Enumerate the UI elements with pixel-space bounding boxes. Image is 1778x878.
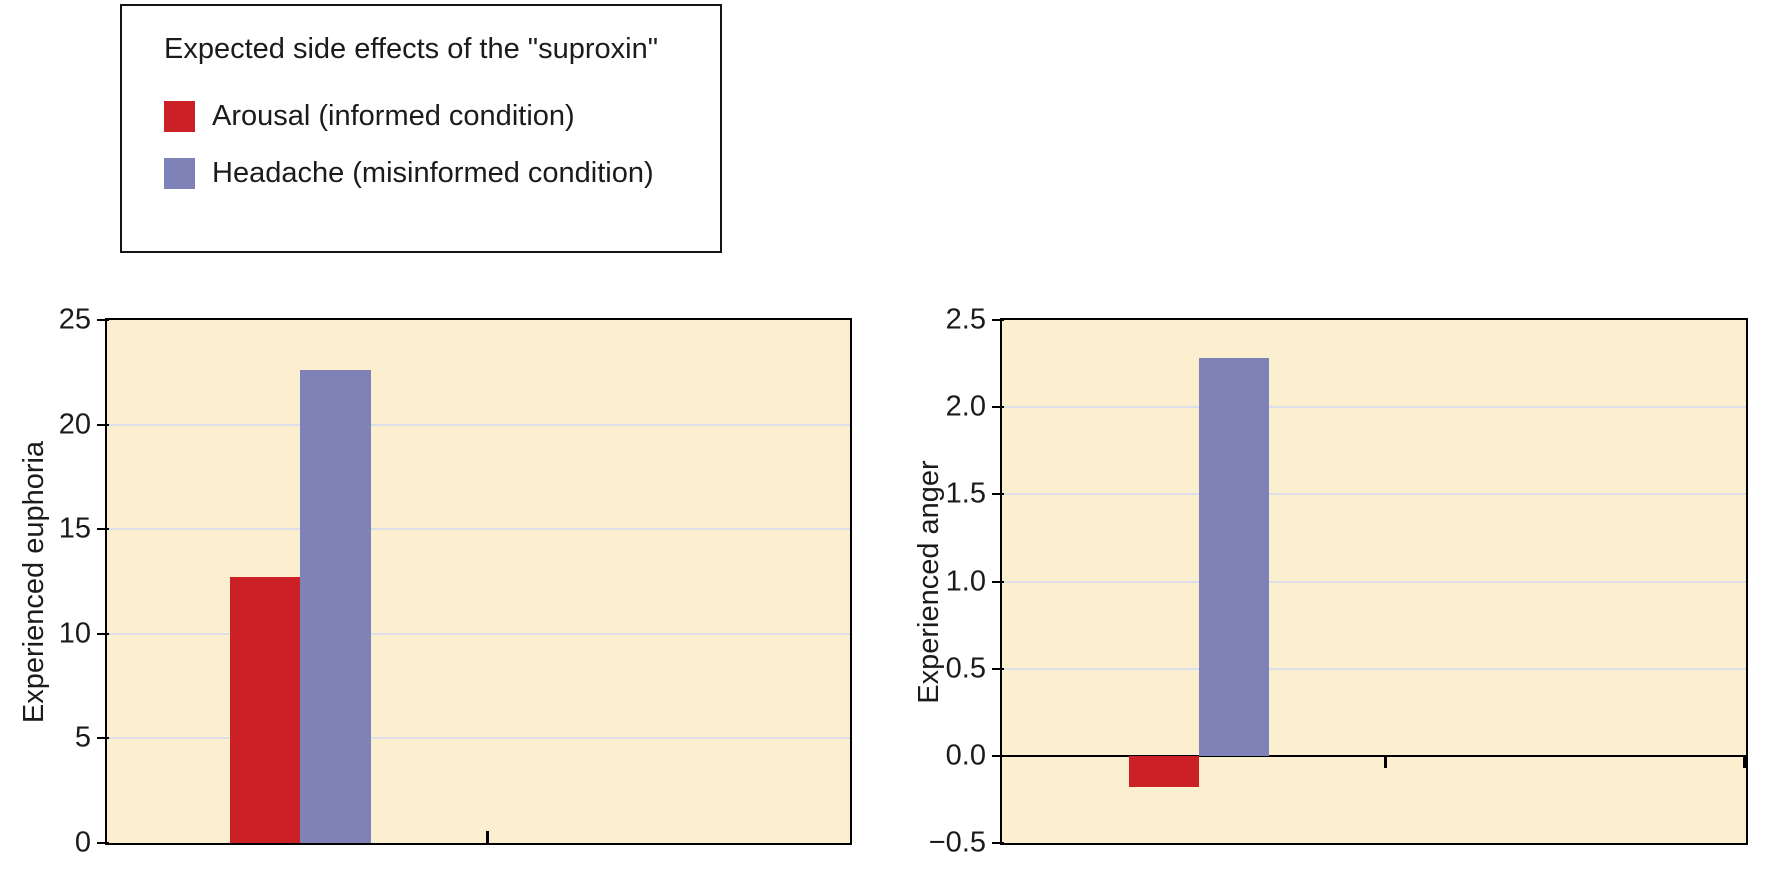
y-tick-label: −0.5: [928, 826, 986, 859]
x-axis-tick: [1743, 755, 1746, 768]
y-tick-label: 1.0: [945, 565, 986, 597]
euphoria-plot-area: Experienced euphoria 0 5 10 15 20 25: [18, 304, 852, 859]
legend-color-swatch: [164, 158, 195, 189]
gridline: [107, 737, 850, 740]
gridline: [1002, 493, 1746, 496]
y-axis-tick: [992, 319, 1004, 321]
y-axis-tick: [97, 528, 109, 531]
chart-experienced-euphoria: Experienced euphoria 0 5 10 15 20 25: [0, 304, 860, 859]
y-tick-label: 2.5: [945, 303, 986, 336]
y-tick-label: 10: [58, 617, 91, 650]
y-tick-label: 2.0: [945, 390, 986, 423]
y-tick-label: 0.5: [945, 652, 986, 685]
gridline: [107, 528, 850, 531]
y-axis-tick: [97, 423, 109, 426]
gridline: [1002, 580, 1746, 583]
y-axis-tick: [992, 842, 1004, 844]
y-axis-tick: [97, 319, 109, 321]
bar-arousal: [1129, 755, 1200, 788]
chart-experienced-anger: Experienced anger −0.5 0.0 0.5 1.0 1.5 2.0 2.5: [895, 304, 1778, 859]
y-axis-tick: [992, 493, 1004, 496]
bar-headache: [1199, 358, 1270, 756]
y-axis-title: Experienced euphoria: [18, 440, 50, 723]
y-tick-label: 25: [58, 303, 91, 336]
y-axis-title: Experienced anger: [913, 459, 945, 704]
y-axis-tick: [97, 842, 109, 844]
gridline: [1002, 667, 1746, 670]
y-axis-tick: [992, 667, 1004, 670]
y-tick-label: 5: [74, 721, 91, 754]
y-axis-tick: [992, 406, 1004, 409]
legend-item-label: Headache (misinformed condition): [212, 157, 654, 189]
bar-headache: [300, 370, 371, 843]
y-tick-label: 0: [74, 826, 91, 859]
y-axis-tick: [97, 737, 109, 740]
legend-title: Expected side effects of the "suproxin": [164, 33, 659, 65]
y-axis-tick: [992, 580, 1004, 583]
legend-item: Headache (misinformed condition): [164, 157, 700, 190]
x-axis-tick: [485, 831, 489, 843]
legend-items: Arousal (informed condition) Headache (mi…: [164, 100, 700, 190]
y-tick-label: 0.0: [945, 739, 986, 772]
gridline: [107, 423, 850, 426]
y-axis-tick: [97, 632, 109, 635]
y-tick-label: 15: [58, 512, 91, 545]
gridline: [1002, 406, 1746, 409]
bar-arousal: [229, 577, 301, 843]
gridline: [107, 632, 850, 635]
legend-color-swatch: [164, 101, 195, 132]
x-axis-tick: [1383, 755, 1387, 768]
y-tick-label: 20: [58, 408, 91, 441]
y-axis-tick: [992, 754, 1004, 757]
zero-axis-line: [1002, 754, 1746, 757]
legend-item-label: Arousal (informed condition): [212, 100, 575, 132]
legend-item: Arousal (informed condition): [164, 100, 700, 133]
legend: Expected side effects of the "suproxin" …: [120, 4, 722, 253]
y-tick-label: 1.5: [945, 477, 986, 510]
anger-plot-area: Experienced anger −0.5 0.0 0.5 1.0 1.5 2.0 2.5: [913, 304, 1748, 859]
